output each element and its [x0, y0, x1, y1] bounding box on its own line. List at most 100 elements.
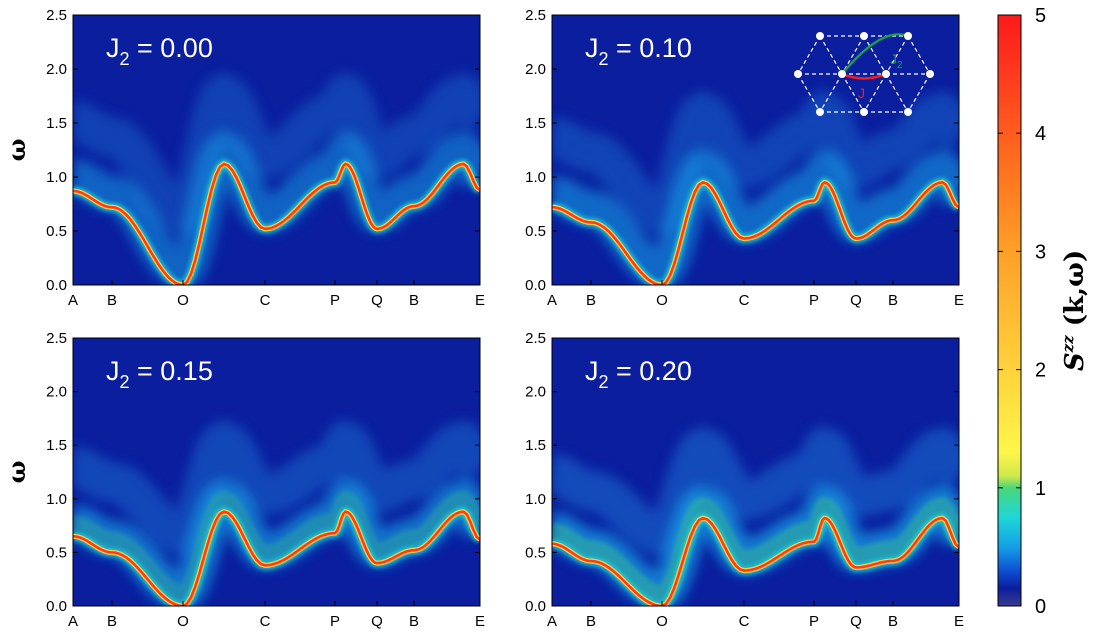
panel-label-value: = 0.10	[609, 33, 692, 63]
panel-label: J2 = 0.10	[585, 33, 692, 69]
x-tick-label: Q	[371, 292, 383, 309]
y-tick-label: 2.0	[525, 384, 546, 401]
lattice-bond	[885, 73, 909, 113]
x-tick-label: B	[586, 613, 596, 630]
lattice-site	[860, 32, 868, 40]
x-tick-label: P	[809, 613, 819, 630]
y-tick-label: 2.5	[525, 7, 546, 24]
lattice-bond	[863, 73, 887, 113]
x-tick-label: C	[739, 613, 750, 630]
x-tick-label: A	[68, 292, 78, 309]
lattice-bond	[819, 73, 843, 113]
continuum-band	[552, 496, 959, 604]
lattice-bond	[907, 73, 931, 113]
colorbar-tick-label: 4	[1035, 123, 1046, 145]
continuum-band	[552, 148, 959, 285]
x-tick-label: Q	[850, 292, 862, 309]
y-tick-label: 2.0	[46, 384, 67, 401]
y-tick-label: 1.5	[525, 115, 546, 132]
lattice-bond	[819, 35, 843, 75]
continuum-band	[73, 71, 480, 236]
lattice-site	[904, 108, 912, 116]
panel-label-main: J	[106, 33, 120, 63]
y-tick-label: 2.5	[46, 7, 67, 24]
colorbar-label-rest: (k,ω)	[1060, 250, 1090, 335]
x-tick-label: E	[954, 613, 964, 630]
lattice-bond	[841, 35, 865, 75]
lattice-bond	[797, 73, 821, 113]
chart-panel: 0.0 0.5 1.0 1.5 2.0 2.5 A B O C P Q B Eω J2 = 0.00	[2, 7, 485, 309]
x-tick-label: O	[177, 292, 189, 309]
x-tick-label: B	[586, 292, 596, 309]
x-tick-label: B	[409, 292, 419, 309]
panel-label-sub: 2	[120, 49, 130, 69]
y-tick-label: 0.0	[525, 277, 546, 294]
y-tick-label: 1.5	[525, 437, 546, 454]
panel-label-value: = 0.00	[130, 33, 213, 63]
continuum-band	[73, 419, 480, 557]
colorbar-tick-label: 5	[1035, 5, 1046, 27]
y-tick-label: 1.0	[46, 169, 67, 186]
panel-label-value: = 0.20	[609, 356, 692, 386]
plot-frame	[551, 14, 960, 286]
panel-label-value: = 0.15	[130, 356, 213, 386]
colorbar-tick-label: 2	[1035, 360, 1046, 382]
continuum-band	[73, 129, 480, 285]
plot-frame	[551, 337, 960, 607]
j2-bond	[841, 33, 909, 75]
x-tick-label: A	[547, 292, 557, 309]
panel-label-sub: 2	[599, 49, 609, 69]
colorbar: 0 1 2 3 4 5 Szz (k,ω)	[997, 5, 1090, 618]
lattice-bond	[863, 35, 887, 75]
lattice-bond	[885, 35, 909, 75]
y-tick-label: 1.0	[525, 169, 546, 186]
chart-panel: 0.0 0.5 1.0 1.5 2.0 2.5 A B O C P Q B E J2 = 0.10 J J2	[525, 7, 964, 309]
x-tick-label: O	[177, 613, 189, 630]
x-tick-label: B	[107, 613, 117, 630]
panel-label-main: J	[106, 356, 120, 386]
continuum-band	[552, 90, 959, 236]
lattice-bond	[907, 35, 931, 75]
x-tick-label: P	[330, 613, 340, 630]
y-tick-label: 0.5	[525, 544, 546, 561]
panel-label-sub: 2	[599, 372, 609, 392]
lattice-inset: J J2	[794, 32, 934, 116]
chart-panel: 0.0 0.5 1.0 1.5 2.0 2.5 A B O C P Q B Eω J2 = 0.15	[2, 330, 485, 630]
x-tick-label: O	[656, 292, 668, 309]
x-tick-label: B	[409, 613, 419, 630]
x-tick-label: Q	[371, 613, 383, 630]
x-tick-label: E	[475, 292, 485, 309]
colorbar-label-sup: zz	[1059, 335, 1077, 354]
x-tick-label: P	[809, 292, 819, 309]
y-tick-label: 1.5	[46, 437, 67, 454]
y-tick-label: 0.5	[525, 223, 546, 240]
inset-label-j: J	[858, 85, 865, 101]
lattice-site	[860, 108, 868, 116]
y-tick-label: 0.0	[525, 598, 546, 615]
y-tick-label: 2.0	[525, 61, 546, 78]
x-tick-label: P	[330, 292, 340, 309]
lattice-site	[904, 32, 912, 40]
x-tick-label: E	[954, 292, 964, 309]
inset-label-j2: J2	[890, 51, 903, 71]
colorbar-gradient	[997, 14, 1022, 607]
panel-label: J2 = 0.00	[106, 33, 213, 69]
y-tick-label: 0.5	[46, 223, 67, 240]
x-tick-label: A	[68, 613, 78, 630]
y-axis-label: ω	[2, 461, 31, 484]
x-tick-label: C	[739, 292, 750, 309]
continuum-band	[552, 425, 959, 557]
x-tick-label: B	[888, 292, 898, 309]
x-tick-label: A	[547, 613, 557, 630]
heatmap-area	[73, 71, 480, 285]
x-tick-label: C	[260, 292, 271, 309]
lattice-site	[794, 70, 802, 78]
y-tick-label: 1.0	[525, 491, 546, 508]
panel-label: J2 = 0.15	[106, 356, 213, 392]
lattice-site	[816, 108, 824, 116]
panel-label-sub: 2	[120, 372, 130, 392]
y-tick-label: 0.0	[46, 598, 67, 615]
chart-panel: 0.0 0.5 1.0 1.5 2.0 2.5 A B O C P Q B E J2 = 0.20	[525, 330, 964, 630]
x-tick-label: B	[107, 292, 117, 309]
x-tick-label: C	[260, 613, 271, 630]
